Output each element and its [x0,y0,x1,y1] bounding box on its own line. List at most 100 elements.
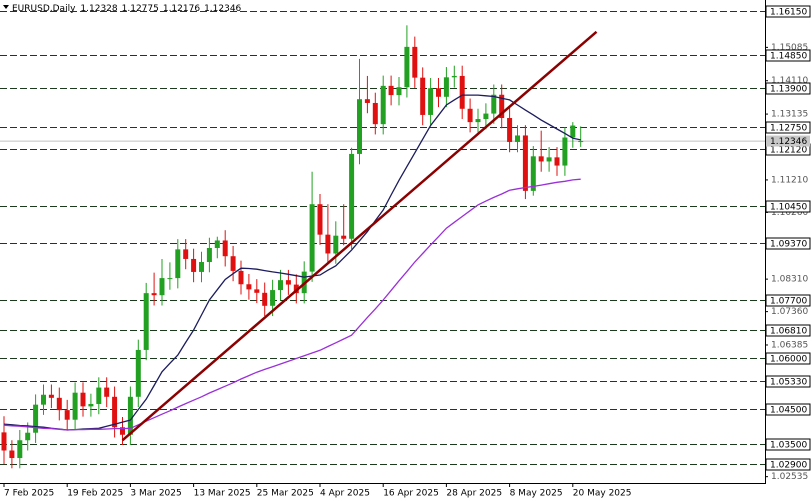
chart-header: EURUSD,Daily 1.12328 1.12775 1.12176 1.12346 [12,4,242,14]
candle-body [127,396,133,435]
y-tick-label: 1.08310 [771,275,808,285]
level-label-box [765,458,811,471]
level-label-box [765,237,811,250]
x-tick-label: 7 Feb 2025 [4,489,54,499]
last-price-box [766,135,810,147]
x-tick-label: 13 Mar 2025 [194,489,251,499]
header-low: 1.12176 [163,4,200,14]
level-label: 1.06000 [770,355,807,365]
candle-body [9,450,15,459]
candle-body [483,113,489,120]
y-tick-label: 1.13135 [771,110,808,120]
level-label-box [765,352,811,365]
candle-body [436,88,441,97]
candle-body [246,284,252,290]
candle-body [191,258,197,272]
candle-body [230,256,236,271]
level-label-box [765,200,811,213]
candle-body [41,394,46,405]
candle-body [135,349,141,397]
candle-body [451,75,457,78]
candle-body [388,85,394,96]
y-tick-label: 1.07360 [771,307,808,317]
candle-body [104,387,110,397]
y-tick-label: 1.15085 [771,43,808,53]
x-tick-label: 20 May 2025 [573,489,632,499]
level-label: 1.12750 [770,124,807,134]
moving-average [3,178,581,431]
level-label-box [765,82,811,95]
header-close: 1.12346 [204,4,241,14]
candle-body [222,240,228,257]
candle-body [507,118,513,142]
level-label-box [765,49,811,62]
candle-body [467,108,473,123]
x-tick-label: 3 Mar 2025 [130,489,181,499]
level-label: 1.04500 [770,406,807,416]
level-label-box [765,294,811,307]
candle-body [515,135,520,142]
candle-body [159,278,165,296]
candle-body [80,392,86,407]
candle-body [309,204,315,272]
candle-body [333,235,339,254]
candle-body [562,137,568,166]
x-tick-label: 8 May 2025 [510,489,563,499]
candle-body [349,153,355,239]
moving-average [3,94,581,431]
candle-body [238,270,244,285]
candle-body [17,440,23,459]
y-tick-label: 1.14110 [771,76,808,86]
y-tick-label: 1.02535 [771,472,808,482]
x-tick-label: 16 Apr 2025 [383,489,439,499]
level-label: 1.07700 [770,297,807,307]
candle-body [364,99,370,103]
candle-body [112,396,118,428]
level-label: 1.03500 [770,441,807,451]
level-label: 1.14850 [770,52,807,62]
candle-body [48,394,54,398]
menu-icon[interactable] [3,5,9,9]
candle-body [270,290,276,306]
candle-body [120,427,125,435]
candle-body [499,94,505,119]
level-label: 1.09370 [770,240,807,250]
candle-body [538,156,544,162]
symbol: EURUSD,Daily [12,4,76,14]
header-open: 1.12328 [80,4,117,14]
level-label-box [765,121,811,134]
x-tick-label: 4 Apr 2025 [320,489,370,499]
x-tick-label: 28 Apr 2025 [446,489,502,499]
candle-body [206,247,212,263]
candle-body [262,292,268,306]
candle-body [25,432,31,441]
candle-body [183,249,189,259]
level-label: 1.16150 [770,8,807,18]
x-tick-label: 25 Mar 2025 [257,489,314,499]
candle-body [443,77,449,97]
candle-body [380,85,386,125]
candle-body [325,234,331,254]
candle-body [412,46,418,78]
level-label: 1.13900 [770,85,807,95]
level-label: 1.02900 [770,461,807,471]
y-tick-label: 1.10260 [771,208,808,218]
candle-body [285,280,291,285]
candle-body [88,403,94,407]
candle-body [530,156,536,191]
candle-body [554,157,560,166]
candle-body [578,141,584,143]
candle-body [151,293,157,296]
candle-body [357,99,362,154]
header-high: 1.12775 [122,4,159,14]
candle-body [404,46,410,88]
candle-body [522,135,528,191]
candle-body [96,387,102,404]
candle-body [64,410,70,420]
candle-body [475,119,481,123]
candle-body [72,392,78,420]
y-tick-label: 1.06385 [771,340,808,350]
candle-body [175,249,181,279]
plot-area [0,11,765,469]
